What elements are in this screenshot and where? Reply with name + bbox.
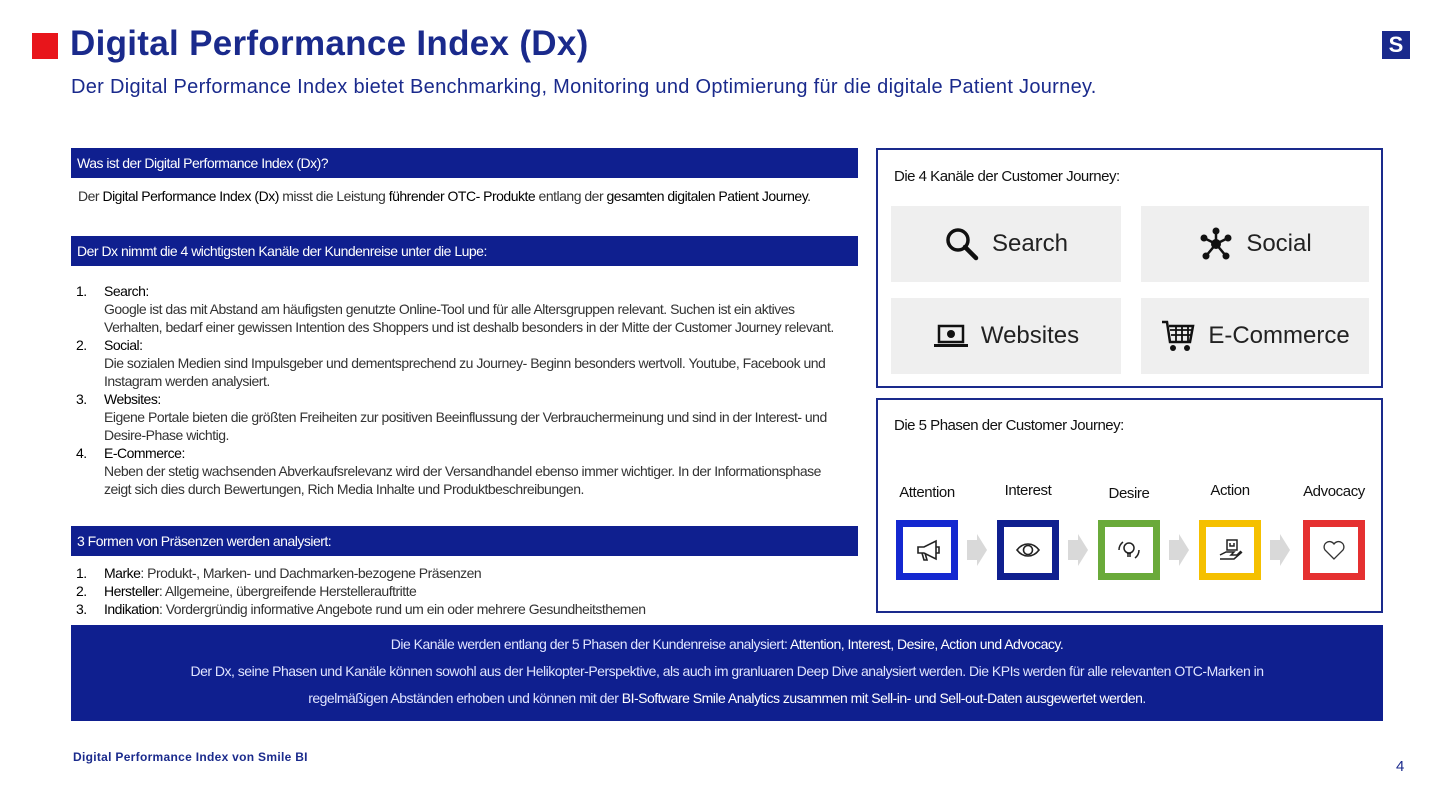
item-title: E-Commerce: <box>104 445 185 461</box>
item-title: Search: <box>104 283 149 299</box>
phase-box <box>997 520 1059 580</box>
channel-search: Search <box>891 206 1121 282</box>
phase-box <box>1098 520 1160 580</box>
list-item: 1. Search: Google ist das mit Abstand am h… <box>76 282 846 336</box>
item-number: 4. <box>76 445 87 461</box>
section-heading-channels: Der Dx nimmt die 4 wichtigsten Kanäle de… <box>71 236 858 266</box>
item-number: 2. <box>76 337 87 353</box>
phase-box <box>1199 520 1261 580</box>
list-item: 4. E-Commerce: Neben der stetig wachsenden… <box>76 444 846 498</box>
section-heading-what: Was ist der Digital Performance Index (D… <box>71 148 858 178</box>
phase-label: Advocacy <box>1303 483 1365 500</box>
channel-ecommerce: E-Commerce <box>1141 298 1369 374</box>
channels-title: Die 4 Kanäle der Customer Journey: <box>894 168 1120 185</box>
phase-box <box>896 520 958 580</box>
list-item: 1. Marke: Produkt-, Marken- und Dachmarke… <box>76 564 846 582</box>
phase-label: Desire <box>1108 485 1150 502</box>
item-title: Social: <box>104 337 143 353</box>
megaphone-icon <box>917 539 940 561</box>
smile-logo: S <box>1382 31 1410 59</box>
eye-icon <box>1015 543 1041 557</box>
phase-label: Attention <box>899 484 955 501</box>
hand-bag-icon <box>1219 539 1243 560</box>
item-title: Hersteller <box>104 583 159 599</box>
item-title: Indikation <box>104 601 159 617</box>
list-item: 2. Social: Die sozialen Medien sind Impuls… <box>76 336 846 390</box>
title-accent-square <box>32 33 58 59</box>
laptop-icon <box>933 324 968 347</box>
item-number: 1. <box>76 283 87 299</box>
item-number: 1. <box>76 565 87 581</box>
search-icon <box>946 228 979 261</box>
source-note: Digital Performance Index von Smile BI <box>73 750 308 764</box>
list-item: 2. Hersteller: Allgemeine, übergreifende … <box>76 582 846 600</box>
channel-social: Social <box>1141 206 1369 282</box>
page-title: Digital Performance Index (Dx) <box>70 24 589 63</box>
network-icon <box>1200 227 1232 260</box>
item-text: Eigene Portale bieten die größten Freihe… <box>104 409 827 443</box>
page-subtitle: Der Digital Performance Index bietet Ben… <box>71 76 1097 98</box>
phase-label: Action <box>1210 482 1250 499</box>
item-text: Neben der stetig wachsenden Abverkaufsre… <box>104 463 821 497</box>
item-title: Websites: <box>104 391 161 407</box>
item-text: Die sozialen Medien sind Impulsgeber und… <box>104 355 826 389</box>
item-number: 3. <box>76 391 87 407</box>
channel-websites: Websites <box>891 298 1121 374</box>
phases-title: Die 5 Phasen der Customer Journey: <box>894 417 1124 434</box>
list-item: 3. Websites: Eigene Portale bieten die grö… <box>76 390 846 444</box>
item-title: Marke <box>104 565 141 581</box>
list-item: 3. Indikation: Vordergründig informative … <box>76 600 846 618</box>
lightbulb-icon <box>1118 541 1140 559</box>
item-text: : Produkt-, Marken- und Dachmarken-bezog… <box>140 565 482 581</box>
phase-box <box>1303 520 1365 580</box>
channel-list: 1. Search: Google ist das mit Abstand am h… <box>76 282 846 498</box>
summary-line-1: Die Kanäle werden entlang der 5 Phasen d… <box>390 636 1064 652</box>
summary-line-3: regelmäßigen Abständen erhoben und könne… <box>308 690 1146 706</box>
item-text: : Allgemeine, übergreifende Herstellerau… <box>158 583 417 599</box>
cart-icon <box>1162 320 1195 351</box>
summary-banner: Die Kanäle werden entlang der 5 Phasen d… <box>71 625 1383 721</box>
presence-list: 1. Marke: Produkt-, Marken- und Dachmarke… <box>76 564 846 618</box>
item-number: 2. <box>76 583 87 599</box>
section-what-text: Der Digital Performance Index (Dx) misst… <box>78 188 811 204</box>
item-text: : Vordergründig informative Angebote run… <box>158 601 646 617</box>
summary-line-2: Der Dx, seine Phasen und Kanäle können s… <box>190 663 1264 679</box>
item-text: Google ist das mit Abstand am häufigsten… <box>104 301 834 335</box>
phases-box: Die 5 Phasen der Customer Journey: <box>876 398 1383 613</box>
item-number: 3. <box>76 601 87 617</box>
heart-icon <box>1323 540 1345 560</box>
page-number: 4 <box>1396 758 1405 775</box>
section-heading-presences: 3 Formen von Präsenzen werden analysiert… <box>71 526 858 556</box>
phase-label: Interest <box>1004 482 1052 499</box>
